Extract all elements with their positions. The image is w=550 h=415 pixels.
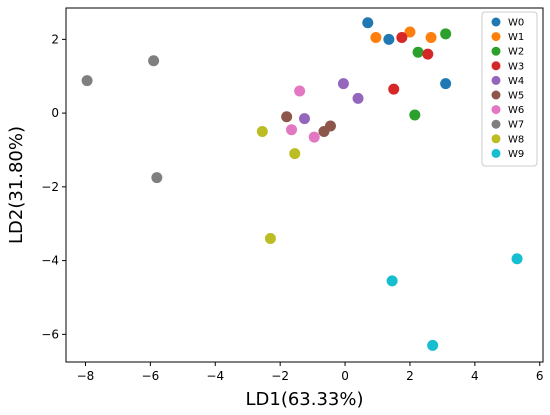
data-point-w0-0 (362, 17, 374, 29)
y-tick-label-3: 0 (51, 106, 59, 120)
axes-frame (65, 7, 544, 363)
data-point-w3-1 (422, 48, 434, 60)
legend-marker-w0 (491, 17, 501, 27)
data-point-w9-1 (386, 275, 398, 287)
y-axis-label: LD2(31.80%) (6, 126, 27, 244)
data-point-w1-0 (370, 32, 382, 43)
legend-marker-w3 (491, 61, 501, 71)
data-point-w7-1 (148, 55, 160, 67)
data-point-w2-1 (412, 46, 424, 58)
data-point-w5-2 (318, 126, 330, 138)
x-tick-label-6: 4 (471, 369, 479, 383)
legend-label-w0: W0 (508, 18, 524, 29)
x-tick-label-7: 6 (536, 369, 544, 383)
y-tick-label-1: −4 (41, 254, 59, 268)
legend-marker-w6 (491, 105, 501, 115)
x-tick-label-3: −2 (271, 369, 289, 383)
x-axis-label: LD1(63.33%) (245, 389, 363, 410)
legend-label-w9: W9 (508, 149, 524, 160)
data-point-w6-0 (294, 85, 306, 97)
data-point-w7-0 (81, 75, 93, 87)
legend-label-w7: W7 (508, 120, 524, 131)
data-point-w9-0 (511, 253, 523, 265)
data-point-w4-0 (337, 78, 349, 90)
data-point-w6-1 (286, 124, 298, 136)
data-point-w4-1 (352, 92, 364, 104)
legend-marker-w9 (491, 148, 501, 158)
data-point-w5-0 (281, 111, 293, 123)
data-point-w8-2 (264, 232, 276, 244)
legend-marker-w2 (491, 46, 501, 56)
data-point-w7-2 (151, 172, 163, 184)
legend-marker-w4 (491, 75, 501, 85)
legend-marker-w8 (491, 134, 501, 144)
legend-label-w2: W2 (508, 47, 524, 58)
data-point-w0-1 (383, 33, 395, 45)
x-tick-label-2: −4 (206, 369, 224, 383)
data-point-w1-2 (425, 32, 437, 43)
data-point-w8-0 (256, 126, 268, 138)
legend-marker-w5 (491, 90, 501, 100)
legend-marker-w7 (491, 119, 501, 129)
y-tick-label-4: 2 (51, 32, 59, 46)
plot-area (81, 17, 523, 351)
data-point-w9-2 (427, 339, 439, 351)
data-point-w2-2 (409, 109, 421, 121)
legend: W0 W1 W2 W3 W4 W5 W6 W7 W8 W9 (481, 11, 538, 167)
legend-label-w3: W3 (508, 61, 524, 72)
y-tick-label-0: −6 (41, 327, 59, 341)
y-tick-label-2: −2 (41, 180, 59, 194)
x-tick-label-4: 0 (341, 369, 349, 383)
x-tick-label-5: 2 (406, 369, 414, 383)
legend-label-w1: W1 (508, 32, 524, 43)
legend-label-w8: W8 (508, 134, 524, 145)
data-point-w6-2 (308, 131, 320, 143)
data-point-w1-1 (404, 26, 416, 38)
data-point-w0-2 (440, 78, 452, 90)
data-point-w4-2 (299, 113, 310, 125)
x-tick-label-1: −6 (142, 369, 160, 383)
data-point-w2-0 (440, 28, 452, 40)
axes: −8 −6 −4 −2 0 2 4 6 −6 −4 −2 0 2 (41, 7, 544, 383)
data-point-w3-2 (388, 83, 400, 95)
x-tick-label-0: −8 (77, 369, 95, 383)
data-point-w8-1 (289, 148, 301, 160)
legend-label-w5: W5 (508, 91, 524, 102)
legend-label-w4: W4 (508, 76, 524, 87)
data-point-w3-0 (396, 32, 408, 43)
legend-marker-w1 (491, 32, 501, 42)
legend-label-w6: W6 (508, 105, 524, 116)
